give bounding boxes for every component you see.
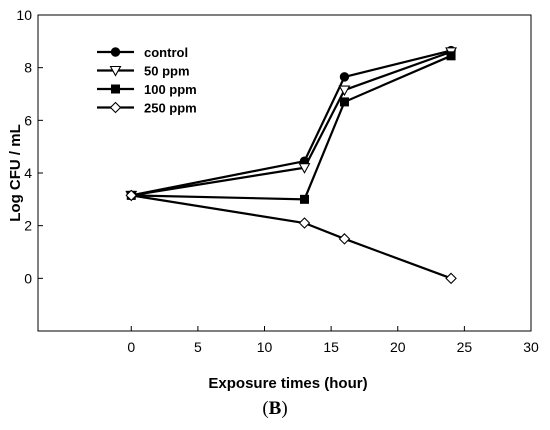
y-tick-label: 0 [24, 270, 32, 286]
x-tick-label: 10 [257, 339, 273, 355]
legend-item: 100 ppm [97, 82, 197, 97]
panel-label: (B) [0, 398, 550, 420]
legend-marker [112, 85, 120, 93]
legend: control 50 ppm 100 ppm 250 ppm [97, 45, 197, 116]
data-point [340, 73, 348, 81]
data-point [447, 52, 455, 60]
data-point [339, 234, 349, 244]
line-chart: 0 2 4 6 8 10 0 5 10 15 20 25 30 control 50 ppm 100 p… [0, 0, 550, 400]
x-tick-label: 25 [457, 339, 473, 355]
legend-label: 250 ppm [144, 101, 197, 116]
legend-marker [111, 103, 121, 113]
series-line [131, 195, 451, 278]
data-point [446, 273, 456, 283]
data-point [339, 86, 349, 95]
legend-label: 100 ppm [144, 82, 197, 97]
data-point [299, 218, 309, 228]
x-tick-label: 0 [127, 339, 135, 355]
x-tick-label: 20 [390, 339, 406, 355]
legend-item: 250 ppm [97, 101, 197, 116]
y-axis-title: Log CFU / mL [7, 124, 24, 222]
legend-marker [111, 48, 119, 56]
x-axis-title: Exposure times (hour) [208, 375, 367, 392]
plot-area-frame [38, 15, 531, 331]
x-axis: 0 5 10 15 20 25 30 [127, 326, 539, 355]
legend-label: 50 ppm [144, 64, 190, 79]
legend-item: control [97, 45, 188, 60]
panel-label-letter: B [269, 398, 282, 419]
y-tick-label: 4 [24, 165, 32, 181]
y-tick-label: 8 [24, 60, 32, 76]
y-tick-label: 6 [24, 112, 32, 128]
legend-label: control [144, 45, 188, 60]
x-tick-label: 15 [323, 339, 339, 355]
x-tick-label: 5 [194, 339, 202, 355]
y-tick-label: 2 [24, 218, 32, 234]
x-tick-label: 30 [523, 339, 539, 355]
y-tick-label: 10 [16, 7, 32, 23]
data-point [300, 195, 308, 203]
series-250-ppm [126, 190, 456, 283]
panel-label-close: ) [281, 398, 287, 419]
data-point [340, 98, 348, 106]
legend-item: 50 ppm [97, 64, 190, 79]
